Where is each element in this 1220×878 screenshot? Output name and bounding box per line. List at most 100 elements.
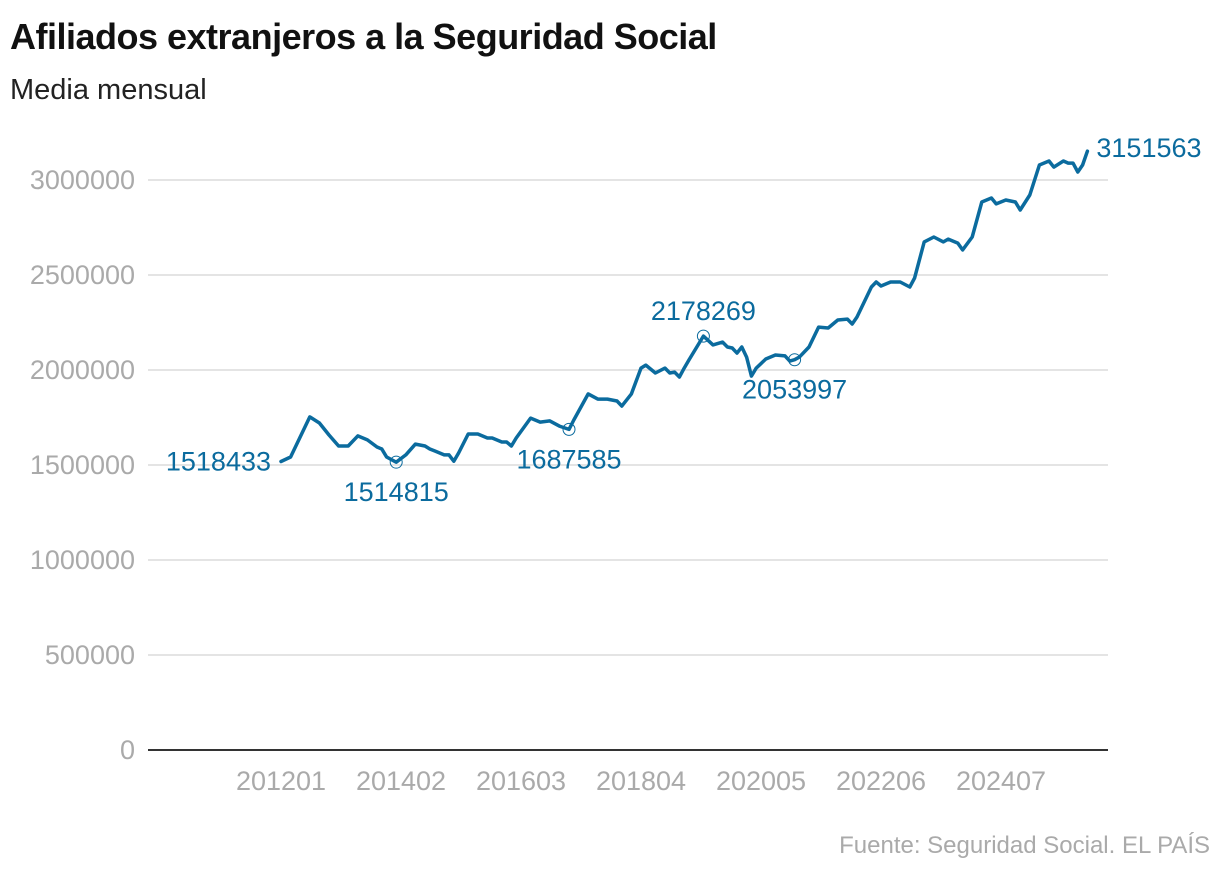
data-point <box>754 366 758 370</box>
data-point <box>509 444 513 448</box>
annotation-label: 1518433 <box>166 446 271 476</box>
data-point <box>673 370 677 374</box>
data-point <box>932 235 936 239</box>
data-point <box>764 357 768 361</box>
data-point <box>922 240 926 244</box>
data-point <box>605 397 609 401</box>
y-tick-label: 1000000 <box>30 545 135 575</box>
data-point <box>615 399 619 403</box>
data-point <box>836 318 840 322</box>
data-point <box>994 202 998 206</box>
source-note: Fuente: Seguridad Social. EL PAÍS <box>839 832 1210 859</box>
annotation-marker <box>788 353 802 367</box>
data-point <box>1037 163 1041 167</box>
data-point <box>1081 163 1085 167</box>
data-point <box>1061 159 1065 163</box>
data-point <box>557 424 561 428</box>
data-point <box>941 240 945 244</box>
data-point <box>279 459 283 463</box>
data-point <box>783 354 787 358</box>
data-point <box>845 317 849 321</box>
data-point <box>394 460 398 464</box>
data-point <box>1071 161 1075 165</box>
x-tick-label: 201201 <box>236 766 326 796</box>
data-point <box>586 392 590 396</box>
data-point <box>447 453 451 457</box>
data-point <box>423 444 427 448</box>
data-point <box>620 404 624 408</box>
data-point <box>365 438 369 442</box>
data-point <box>572 418 576 422</box>
annotation-marker <box>562 422 576 436</box>
data-point <box>989 196 993 200</box>
data-point <box>773 353 777 357</box>
data-point <box>826 326 830 330</box>
data-point <box>629 392 633 396</box>
data-point <box>855 315 859 319</box>
data-point <box>548 419 552 423</box>
data-point <box>442 453 446 457</box>
data-point <box>745 355 749 359</box>
data-point <box>466 432 470 436</box>
data-point <box>1076 170 1080 174</box>
data-point <box>567 427 571 431</box>
data-point <box>879 284 883 288</box>
data-point <box>725 345 729 349</box>
data-point <box>687 358 691 362</box>
data-point <box>913 276 917 280</box>
data-point <box>735 351 739 355</box>
data-point <box>668 371 672 375</box>
data-point <box>701 334 705 338</box>
data-point <box>505 440 509 444</box>
data-point <box>1047 159 1051 163</box>
y-tick-label: 1500000 <box>30 450 135 480</box>
annotation-label: 2178269 <box>651 296 756 326</box>
data-point <box>514 436 518 440</box>
data-point <box>677 375 681 379</box>
data-point <box>457 451 461 455</box>
data-point <box>433 449 437 453</box>
data-point <box>1066 161 1070 165</box>
data-point <box>721 340 725 344</box>
data-point <box>485 436 489 440</box>
x-tick-label: 202206 <box>836 766 926 796</box>
y-tick-label: 2000000 <box>30 355 135 385</box>
data-point <box>639 366 643 370</box>
annotation-marker <box>696 329 710 343</box>
annotation-marker <box>389 455 403 469</box>
data-point <box>1085 149 1089 153</box>
x-tick-label: 201603 <box>476 766 566 796</box>
data-point <box>889 280 893 284</box>
x-tick-label: 202407 <box>956 766 1046 796</box>
data-point <box>538 420 542 424</box>
y-tick-label: 2500000 <box>30 260 135 290</box>
data-point <box>807 345 811 349</box>
data-point <box>850 322 854 326</box>
data-point <box>1004 198 1008 202</box>
y-tick-label: 500000 <box>45 640 135 670</box>
data-point <box>740 345 744 349</box>
data-point <box>946 237 950 241</box>
data-point <box>327 433 331 437</box>
y-tick-label: 0 <box>120 735 135 765</box>
data-point <box>817 325 821 329</box>
annotation-label: 3151563 <box>1096 133 1201 163</box>
data-point <box>1018 208 1022 212</box>
chart-subtitle: Media mensual <box>10 74 207 106</box>
data-point <box>682 366 686 370</box>
data-point <box>874 280 878 284</box>
data-point <box>337 444 341 448</box>
x-tick-label: 201804 <box>596 766 686 796</box>
data-point <box>375 445 379 449</box>
data-point <box>308 415 312 419</box>
annotation-label: 1687585 <box>516 444 621 474</box>
data-point <box>1013 200 1017 204</box>
data-point <box>346 444 350 448</box>
data-point <box>476 432 480 436</box>
y-tick-label: 3000000 <box>30 165 135 195</box>
data-point <box>413 442 417 446</box>
data-point <box>428 447 432 451</box>
data-point <box>404 453 408 457</box>
data-point <box>793 358 797 362</box>
